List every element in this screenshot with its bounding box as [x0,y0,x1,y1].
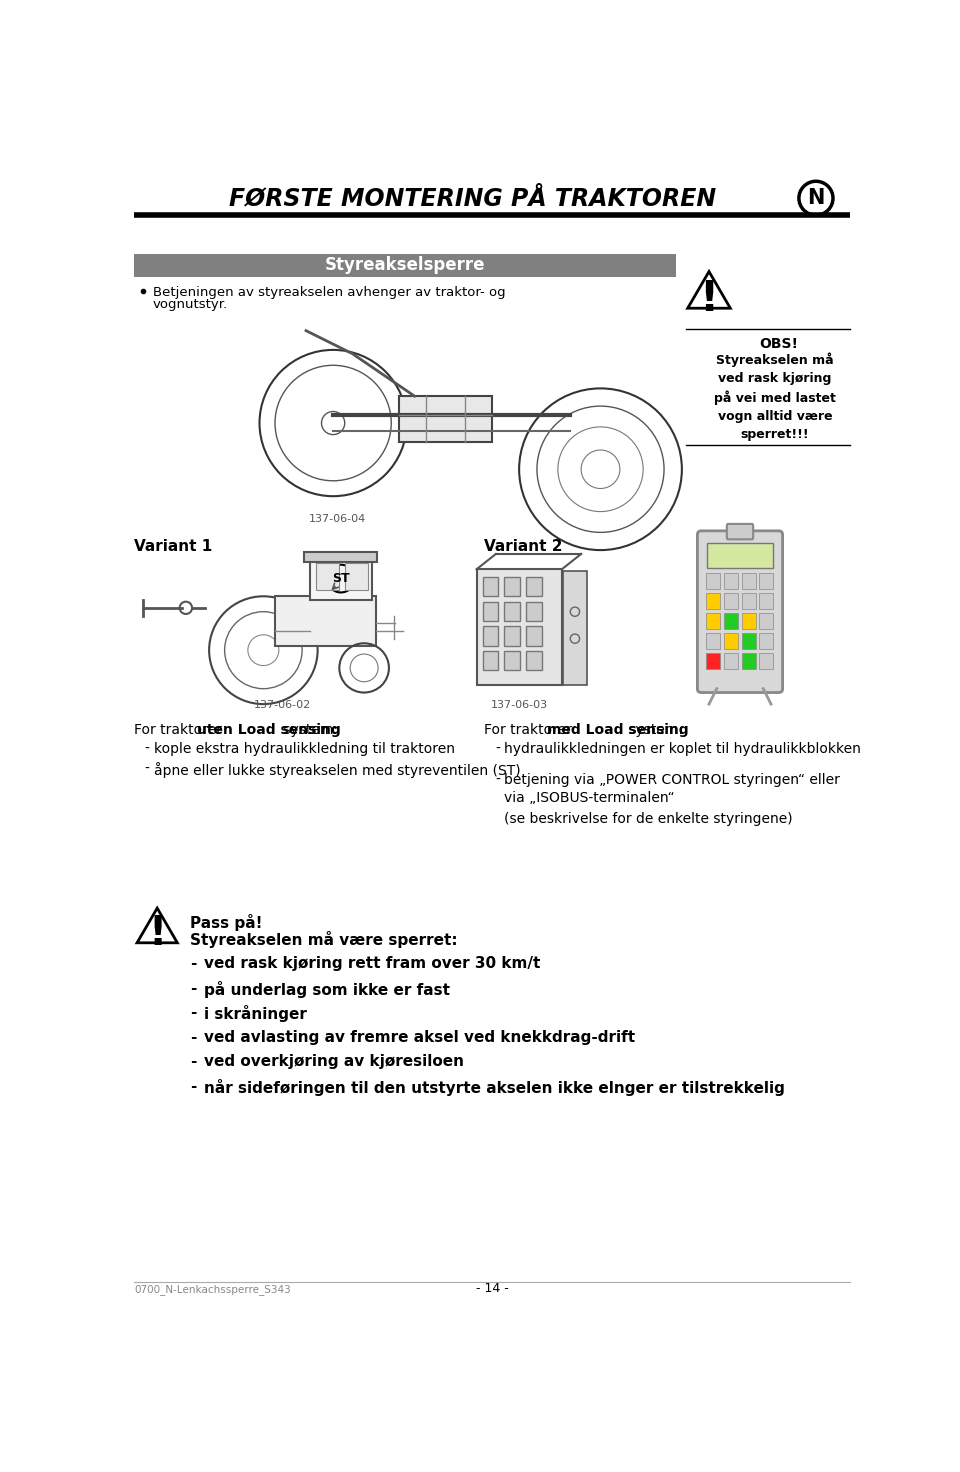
FancyBboxPatch shape [741,614,756,629]
FancyBboxPatch shape [724,614,737,629]
FancyBboxPatch shape [526,651,541,670]
FancyBboxPatch shape [504,602,520,621]
Text: hydraulikkledningen er koplet til hydraulikkblokken: hydraulikkledningen er koplet til hydrau… [504,742,861,755]
Text: 137-06-03: 137-06-03 [491,701,548,711]
Text: med Load sensing: med Load sensing [547,723,689,737]
Text: FØRSTE MONTERING PÅ TRAKTOREN: FØRSTE MONTERING PÅ TRAKTOREN [229,185,716,210]
Text: -: - [190,980,196,995]
Text: -: - [145,762,150,776]
Text: (se beskrivelse for de enkelte styringene): (se beskrivelse for de enkelte styringen… [504,813,793,826]
Text: Variant 2: Variant 2 [484,539,563,553]
FancyBboxPatch shape [399,396,492,442]
FancyBboxPatch shape [707,543,774,568]
FancyBboxPatch shape [483,602,498,621]
Text: betjening via „POWER CONTROL styringen“ eller
via „ISOBUS-terminalen“: betjening via „POWER CONTROL styringen“ … [504,773,840,805]
FancyBboxPatch shape [759,593,774,608]
Text: OBS!: OBS! [759,337,799,350]
FancyBboxPatch shape [504,651,520,670]
FancyBboxPatch shape [759,614,774,629]
Text: vognutstyr.: vognutstyr. [153,299,228,311]
FancyBboxPatch shape [706,573,720,589]
Text: kople ekstra hydraulikkledning til traktoren: kople ekstra hydraulikkledning til trakt… [155,742,455,755]
FancyBboxPatch shape [304,552,377,562]
FancyBboxPatch shape [706,614,720,629]
Text: Betjeningen av styreakselen avhenger av traktor- og: Betjeningen av styreakselen avhenger av … [153,286,505,299]
Text: Styreakselsperre: Styreakselsperre [324,256,486,274]
FancyBboxPatch shape [697,531,782,692]
Text: system:: system: [624,723,684,737]
FancyBboxPatch shape [134,253,677,277]
Text: !: ! [148,914,166,954]
Text: -: - [495,742,500,755]
Text: Pass på!: Pass på! [190,914,262,932]
Text: -: - [190,1079,196,1094]
FancyBboxPatch shape [310,558,372,601]
Text: -: - [190,1054,196,1070]
Text: 137-06-04: 137-06-04 [308,514,366,524]
FancyBboxPatch shape [724,633,737,649]
Text: -: - [190,1005,196,1020]
Text: system:: system: [278,723,338,737]
Text: -: - [145,742,150,755]
FancyBboxPatch shape [476,570,562,684]
Text: For traktorer: For traktorer [484,723,577,737]
FancyBboxPatch shape [741,593,756,608]
Text: -: - [495,773,500,786]
Text: ST: ST [332,573,349,584]
Text: Styreakselen må være sperret:: Styreakselen må være sperret: [190,932,457,948]
Text: -: - [190,955,196,972]
Text: 137-06-02: 137-06-02 [254,701,311,711]
Text: !: ! [700,278,719,319]
FancyBboxPatch shape [526,602,541,621]
FancyBboxPatch shape [727,524,754,539]
Text: uten Load sensing: uten Load sensing [197,723,341,737]
FancyBboxPatch shape [724,593,737,608]
FancyBboxPatch shape [724,654,737,668]
FancyBboxPatch shape [706,593,720,608]
FancyBboxPatch shape [483,577,498,596]
FancyBboxPatch shape [724,573,737,589]
FancyBboxPatch shape [706,654,720,668]
Text: når sideføringen til den utstyrte akselen ikke elnger er tilstrekkelig: når sideføringen til den utstyrte aksele… [204,1079,784,1097]
FancyBboxPatch shape [706,633,720,649]
Text: N: N [807,188,825,208]
FancyBboxPatch shape [759,654,774,668]
FancyBboxPatch shape [316,564,339,590]
Text: i skråninger: i skråninger [204,1005,306,1022]
FancyBboxPatch shape [741,654,756,668]
Text: på underlag som ikke er fast: på underlag som ikke er fast [204,980,449,998]
FancyBboxPatch shape [564,571,587,684]
Text: ved overkjøring av kjøresiloen: ved overkjøring av kjøresiloen [204,1054,464,1070]
FancyBboxPatch shape [483,626,498,646]
Text: 0700_N-Lenkachssperre_S343: 0700_N-Lenkachssperre_S343 [134,1284,291,1295]
Text: ved rask kjøring rett fram over 30 km/t: ved rask kjøring rett fram over 30 km/t [204,955,540,972]
Text: - 14 -: - 14 - [475,1282,509,1295]
FancyBboxPatch shape [526,626,541,646]
Text: For traktorer: For traktorer [134,723,227,737]
Text: Variant 1: Variant 1 [134,539,212,553]
Text: Styreakselen må
ved rask kjøring
på vei med lastet
vogn alltid være
sperret!!!: Styreakselen må ved rask kjøring på vei … [714,352,836,442]
FancyBboxPatch shape [275,596,375,646]
Text: -: - [190,1030,196,1045]
FancyBboxPatch shape [483,651,498,670]
FancyBboxPatch shape [741,633,756,649]
FancyBboxPatch shape [741,573,756,589]
FancyBboxPatch shape [526,577,541,596]
Text: ved avlasting av fremre aksel ved knekkdrag-drift: ved avlasting av fremre aksel ved knekkd… [204,1030,635,1045]
FancyBboxPatch shape [759,633,774,649]
FancyBboxPatch shape [504,626,520,646]
FancyBboxPatch shape [759,573,774,589]
Text: åpne eller lukke styreakselen med styreventilen (ST): åpne eller lukke styreakselen med styrev… [155,762,520,777]
FancyBboxPatch shape [345,564,368,590]
FancyBboxPatch shape [504,577,520,596]
